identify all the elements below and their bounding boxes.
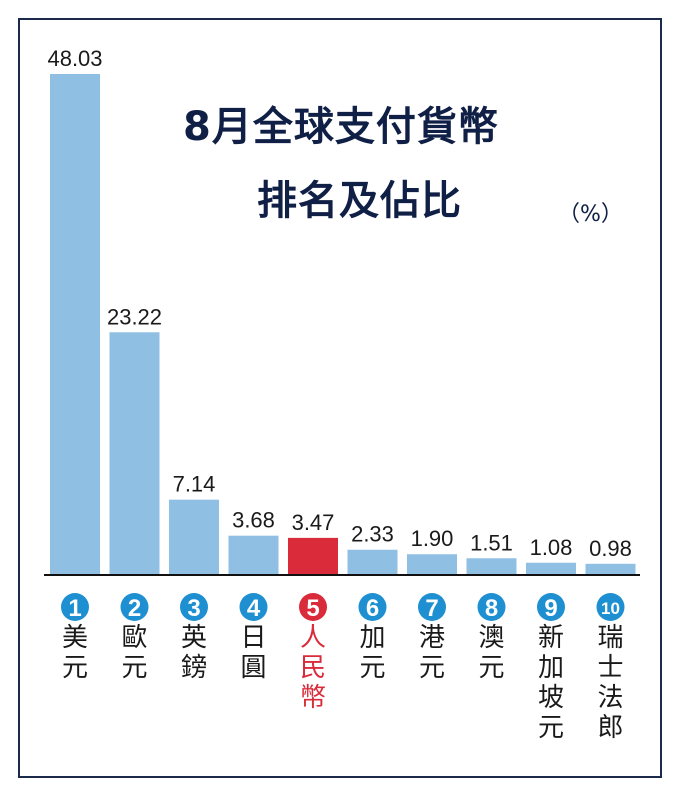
unit-label: （%） (558, 202, 623, 227)
bar-10 (585, 563, 636, 574)
rank-number-1: 1 (68, 595, 81, 622)
bar-8 (466, 558, 517, 574)
category-label-6: 加元 (359, 623, 385, 683)
value-label-5: 3.47 (292, 510, 335, 535)
category-label-5: 人民幣 (300, 623, 326, 713)
rank-badge-3 (180, 593, 208, 621)
value-label-10: 0.98 (589, 536, 632, 561)
rank-badge-7 (418, 593, 446, 621)
rank-badge-8 (477, 593, 506, 621)
rank-badge-10 (596, 593, 625, 621)
bar-1 (50, 74, 100, 574)
category-label-10: 瑞士法郎 (597, 623, 623, 743)
rank-badge-1 (61, 593, 89, 621)
category-label-4: 日圓 (240, 623, 266, 683)
rank-number-10: 10 (601, 599, 620, 618)
category-label-8: 澳元 (478, 623, 504, 683)
rank-number-8: 8 (485, 595, 498, 622)
chart-title-line2: 排名及佔比 (257, 178, 462, 224)
category-label-2: 歐元 (121, 623, 147, 683)
rank-badge-6 (358, 593, 387, 621)
rank-badge-4 (239, 593, 268, 621)
chart-title-line1: 8月全球支付貨幣 (183, 104, 499, 150)
rank-number-3: 3 (187, 595, 200, 622)
rank-badge-5 (299, 593, 327, 621)
value-label-8: 1.51 (470, 530, 513, 555)
category-label-7: 港元 (419, 623, 445, 683)
value-label-7: 1.90 (411, 526, 454, 551)
value-label-4: 3.68 (232, 508, 275, 533)
category-label-9: 新加坡元 (538, 623, 564, 743)
bar-6 (347, 549, 398, 574)
value-label-9: 1.08 (530, 535, 573, 560)
rank-number-6: 6 (366, 595, 379, 622)
value-label-6: 2.33 (351, 522, 394, 547)
category-label-3: 英鎊 (181, 623, 207, 683)
bar-4 (228, 535, 279, 574)
value-label-1: 48.03 (47, 46, 102, 71)
value-label-2: 23.22 (107, 304, 162, 329)
rank-number-7: 7 (425, 595, 438, 622)
category-label-1: 美元 (62, 623, 88, 683)
rank-badge-2 (120, 593, 149, 621)
rank-badge-9 (537, 593, 565, 621)
bar-7 (407, 554, 457, 574)
rank-number-4: 4 (247, 595, 261, 622)
rank-number-2: 2 (128, 595, 141, 622)
rank-number-5: 5 (306, 595, 319, 622)
bar-2 (109, 332, 160, 574)
value-label-3: 7.14 (173, 472, 216, 497)
bar-3 (169, 499, 219, 574)
bar-9 (526, 562, 576, 574)
rank-number-9: 9 (544, 595, 557, 622)
bar-5 (288, 537, 338, 574)
